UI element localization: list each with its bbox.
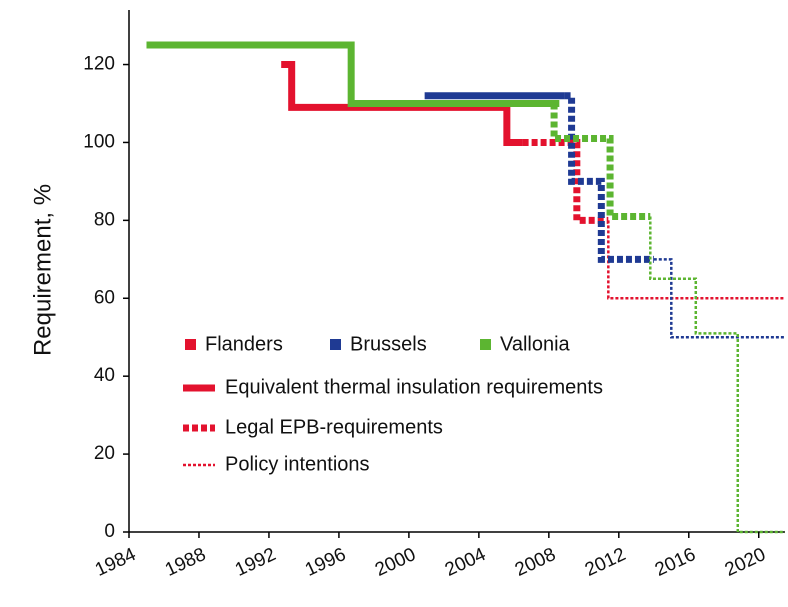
x-tick-label: 2012 <box>582 544 629 581</box>
legend-label: Flanders <box>205 333 283 355</box>
legend-label: Equivalent thermal insulation requiremen… <box>225 376 603 398</box>
y-tick-label: 20 <box>94 443 115 464</box>
series-line <box>653 258 785 339</box>
y-tick-label: 80 <box>94 209 115 230</box>
y-tick-label: 40 <box>94 365 115 386</box>
series-line <box>607 220 785 300</box>
x-tick-label: 1992 <box>232 544 279 581</box>
series-line <box>522 138 609 224</box>
y-tick-label: 120 <box>83 54 115 75</box>
series-line <box>564 92 654 263</box>
y-axis-label: Requirement, % <box>29 184 56 356</box>
legend-marker <box>330 339 341 350</box>
legend-label: Policy intentions <box>225 453 370 475</box>
x-tick-label: 2016 <box>652 544 699 581</box>
series-line <box>281 61 523 146</box>
series-line <box>146 41 560 107</box>
legend-marker <box>185 339 196 350</box>
x-tick-label: 2020 <box>722 544 769 581</box>
x-tick-label: 2000 <box>372 544 419 581</box>
x-tick-label: 2008 <box>512 544 559 581</box>
y-tick-label: 0 <box>104 521 115 542</box>
y-tick-label: 60 <box>94 287 115 308</box>
legend-marker <box>480 339 491 350</box>
x-tick-label: 2004 <box>442 544 490 581</box>
series-line <box>550 103 651 220</box>
legend-label: Brussels <box>350 333 427 355</box>
x-tick-label: 1988 <box>162 544 209 581</box>
series-line <box>649 216 785 534</box>
x-tick-label: 1984 <box>92 544 140 581</box>
legend-label: Vallonia <box>500 333 571 355</box>
x-tick-label: 1996 <box>302 544 349 581</box>
y-tick-label: 100 <box>83 131 115 152</box>
legend-label: Legal EPB-requirements <box>225 416 443 438</box>
